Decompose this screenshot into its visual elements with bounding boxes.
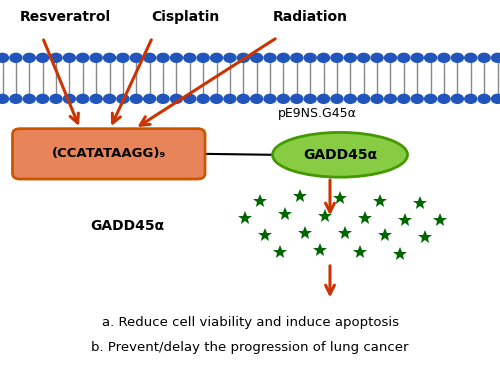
- Circle shape: [371, 53, 383, 62]
- Circle shape: [117, 53, 129, 62]
- Circle shape: [170, 94, 182, 103]
- Text: Cisplatin: Cisplatin: [151, 10, 219, 24]
- Circle shape: [304, 53, 316, 62]
- Text: b. Prevent/delay the progression of lung cancer: b. Prevent/delay the progression of lung…: [91, 341, 409, 354]
- Circle shape: [90, 94, 102, 103]
- Circle shape: [184, 94, 196, 103]
- Circle shape: [452, 53, 464, 62]
- Circle shape: [24, 94, 36, 103]
- Circle shape: [104, 94, 116, 103]
- Circle shape: [224, 53, 236, 62]
- Circle shape: [398, 94, 410, 103]
- Circle shape: [478, 94, 490, 103]
- Circle shape: [10, 53, 22, 62]
- Circle shape: [438, 53, 450, 62]
- Circle shape: [358, 94, 370, 103]
- Circle shape: [197, 53, 209, 62]
- Circle shape: [197, 94, 209, 103]
- Circle shape: [250, 94, 262, 103]
- Circle shape: [278, 94, 289, 103]
- Circle shape: [464, 94, 476, 103]
- Circle shape: [464, 53, 476, 62]
- Circle shape: [291, 94, 303, 103]
- Circle shape: [398, 53, 410, 62]
- Circle shape: [77, 94, 89, 103]
- Circle shape: [117, 94, 129, 103]
- Text: GADD45α: GADD45α: [90, 219, 164, 233]
- Circle shape: [331, 53, 343, 62]
- Circle shape: [77, 53, 89, 62]
- Circle shape: [492, 53, 500, 62]
- Circle shape: [411, 94, 423, 103]
- Circle shape: [50, 94, 62, 103]
- Circle shape: [424, 94, 436, 103]
- Circle shape: [478, 53, 490, 62]
- Circle shape: [184, 53, 196, 62]
- Circle shape: [344, 94, 356, 103]
- Circle shape: [438, 94, 450, 103]
- Circle shape: [452, 94, 464, 103]
- Circle shape: [130, 94, 142, 103]
- Circle shape: [358, 53, 370, 62]
- Text: a. Reduce cell viability and induce apoptosis: a. Reduce cell viability and induce apop…: [102, 316, 399, 329]
- FancyBboxPatch shape: [12, 129, 205, 179]
- Circle shape: [384, 94, 396, 103]
- Circle shape: [384, 53, 396, 62]
- Circle shape: [424, 53, 436, 62]
- Circle shape: [50, 53, 62, 62]
- Circle shape: [371, 94, 383, 103]
- Circle shape: [210, 94, 222, 103]
- Circle shape: [492, 94, 500, 103]
- Circle shape: [278, 53, 289, 62]
- Circle shape: [130, 53, 142, 62]
- Ellipse shape: [272, 132, 407, 177]
- Circle shape: [318, 53, 330, 62]
- Circle shape: [157, 53, 169, 62]
- Circle shape: [36, 53, 48, 62]
- Circle shape: [250, 53, 262, 62]
- Circle shape: [104, 53, 116, 62]
- Text: (CCATATAAGG)₉: (CCATATAAGG)₉: [52, 147, 166, 160]
- Circle shape: [291, 53, 303, 62]
- Circle shape: [157, 94, 169, 103]
- Circle shape: [0, 94, 8, 103]
- Circle shape: [318, 94, 330, 103]
- Circle shape: [224, 94, 236, 103]
- Text: Radiation: Radiation: [272, 10, 347, 24]
- Circle shape: [36, 94, 48, 103]
- Circle shape: [238, 94, 250, 103]
- Circle shape: [210, 53, 222, 62]
- Circle shape: [24, 53, 36, 62]
- Circle shape: [90, 53, 102, 62]
- Circle shape: [304, 94, 316, 103]
- Circle shape: [411, 53, 423, 62]
- Circle shape: [331, 94, 343, 103]
- Text: pE9NS.G45α: pE9NS.G45α: [278, 107, 357, 120]
- Circle shape: [0, 53, 8, 62]
- Text: GADD45α: GADD45α: [303, 148, 377, 162]
- Circle shape: [64, 53, 76, 62]
- Circle shape: [144, 94, 156, 103]
- Text: Resveratrol: Resveratrol: [20, 10, 110, 24]
- Circle shape: [144, 53, 156, 62]
- Circle shape: [264, 53, 276, 62]
- Circle shape: [238, 53, 250, 62]
- Circle shape: [64, 94, 76, 103]
- Circle shape: [344, 53, 356, 62]
- Circle shape: [170, 53, 182, 62]
- Circle shape: [264, 94, 276, 103]
- Circle shape: [10, 94, 22, 103]
